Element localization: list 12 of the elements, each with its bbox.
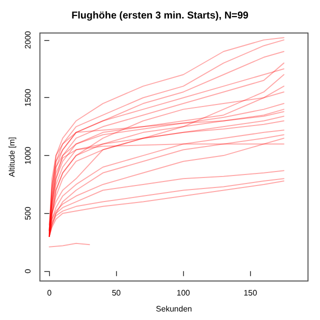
y-tick-label: 1000: [23, 146, 32, 164]
y-tick-label: 2000: [23, 30, 32, 49]
y-tick-label: 1500: [23, 88, 32, 107]
x-tick-label: 100: [176, 288, 191, 298]
chart-title: Flughöhe (ersten 3 min. Starts), N=99: [72, 10, 249, 22]
y-tick-label: 500: [23, 206, 32, 220]
y-tick-label: 0: [23, 268, 32, 274]
x-axis-title: Sekunden: [156, 304, 192, 314]
x-tick-label: 50: [112, 288, 122, 298]
x-tick-label: 0: [47, 288, 52, 298]
y-axis-title: Altitude [m]: [8, 136, 16, 178]
x-tick-label: 150: [244, 288, 258, 298]
